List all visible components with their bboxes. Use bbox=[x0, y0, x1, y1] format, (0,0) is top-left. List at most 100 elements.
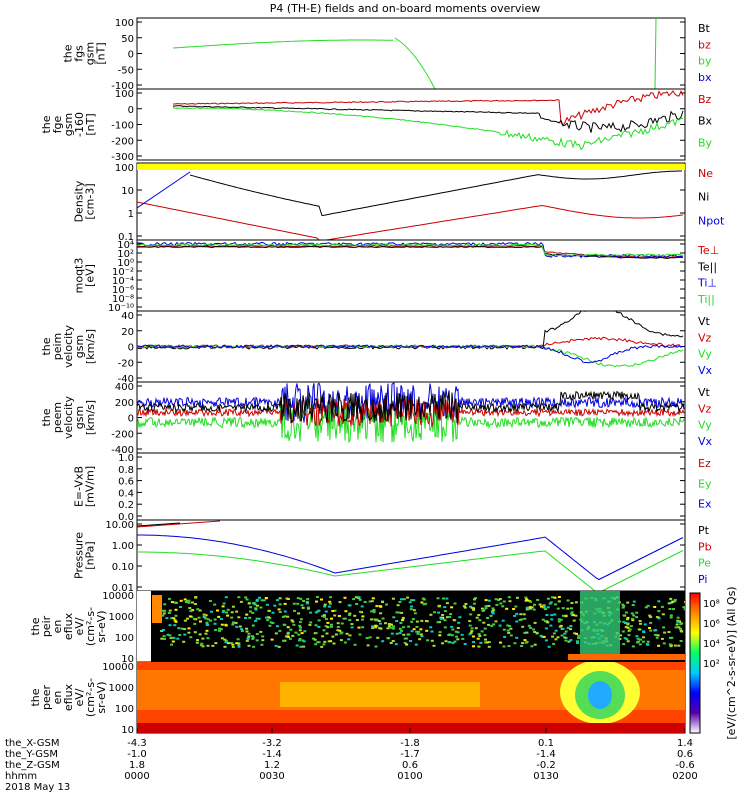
spectrogram-cell bbox=[472, 602, 476, 605]
spectrogram-cell bbox=[474, 597, 478, 600]
spectrogram-cell bbox=[627, 629, 631, 632]
spectrogram-cell bbox=[392, 616, 396, 619]
spectrogram-cell bbox=[381, 601, 384, 603]
spectrogram-cell bbox=[669, 616, 673, 619]
y-tick-label: 0 bbox=[128, 414, 134, 425]
Bz-series bbox=[173, 89, 684, 127]
spectrogram-cell bbox=[669, 645, 673, 648]
spectrogram-cell bbox=[523, 639, 527, 642]
spectrogram-cell bbox=[448, 641, 452, 643]
spectrogram-cell bbox=[624, 626, 628, 629]
spectrogram-cell bbox=[195, 641, 199, 644]
y-tick-label: 10⁻¹⁰ bbox=[108, 303, 134, 314]
y-axis-label: eflux bbox=[62, 683, 75, 711]
spectrogram-cell bbox=[430, 630, 434, 633]
spectrogram-cell bbox=[558, 625, 562, 628]
x-tick-label: -4.3 bbox=[127, 738, 147, 749]
spectrogram-cell bbox=[282, 623, 286, 626]
spectrogram-cell bbox=[306, 602, 310, 605]
spectrogram-cell bbox=[188, 615, 192, 618]
legend-entry: Pe bbox=[698, 557, 711, 570]
spectrogram-cell bbox=[187, 599, 191, 602]
spectrogram-cell bbox=[542, 604, 546, 607]
spectrogram-cell bbox=[456, 638, 460, 641]
spectrogram-cell bbox=[324, 625, 328, 628]
x-tick-label: -1.0 bbox=[127, 749, 147, 760]
spectrogram-cell bbox=[253, 603, 257, 606]
spectrogram-cell bbox=[347, 638, 351, 641]
y-tick-label: 10 bbox=[121, 186, 134, 197]
spectrogram-cell bbox=[298, 621, 302, 624]
spectrogram-cell bbox=[161, 629, 165, 631]
spectrogram-cell bbox=[508, 625, 512, 628]
spectrogram-cell bbox=[525, 598, 529, 601]
spectrogram-cell bbox=[206, 637, 210, 640]
y-axis-label: en bbox=[51, 691, 64, 705]
spectrogram-cell bbox=[171, 640, 175, 643]
spectrogram-cell bbox=[187, 631, 191, 634]
spectrogram-cell bbox=[183, 598, 187, 601]
spectrogram-cell bbox=[224, 624, 228, 627]
spectrogram-cell bbox=[473, 598, 476, 601]
spectrogram-cell bbox=[355, 603, 359, 605]
spectrogram-cell bbox=[370, 618, 373, 621]
spectrogram-cell bbox=[320, 598, 323, 601]
spectrogram-cell bbox=[483, 634, 487, 637]
legend-entry: Pi bbox=[698, 573, 707, 586]
spectrogram-cell bbox=[186, 617, 189, 620]
spectrogram-cell bbox=[161, 614, 165, 617]
spectrogram-cell bbox=[415, 630, 419, 633]
Bx-series bbox=[172, 105, 684, 133]
y-axis-label: the bbox=[40, 408, 53, 426]
spectrogram-cell bbox=[478, 619, 482, 622]
spectrogram-cell bbox=[536, 598, 540, 601]
spectrogram-cell bbox=[402, 633, 406, 636]
spectrogram-cell bbox=[649, 629, 653, 632]
spectrogram-cell bbox=[533, 643, 537, 646]
spectrogram-cell bbox=[470, 630, 474, 633]
x-tick-label: -0.6 bbox=[675, 760, 695, 771]
spectrogram-cell bbox=[477, 633, 481, 636]
spectrogram-cell bbox=[472, 645, 475, 648]
spectrogram-cell bbox=[657, 600, 661, 603]
spectrogram-cell bbox=[300, 632, 304, 635]
spectrogram-cell bbox=[437, 611, 441, 614]
y-tick-label: 10⁻⁸ bbox=[112, 294, 134, 305]
spectrogram-cell bbox=[438, 604, 441, 607]
spectrogram-cell bbox=[191, 601, 194, 604]
spectrogram-cell bbox=[474, 627, 478, 630]
spectrogram-band bbox=[280, 682, 480, 707]
spectrogram-cell bbox=[325, 632, 329, 635]
spectrogram-cell bbox=[167, 612, 171, 614]
spectrogram-cell bbox=[622, 614, 626, 617]
spectrogram-cell bbox=[278, 611, 282, 613]
spectrogram-cell bbox=[326, 621, 330, 624]
spectrogram-cell bbox=[385, 603, 388, 606]
spectrogram-cell bbox=[533, 603, 536, 606]
spectrogram-cell bbox=[267, 609, 271, 612]
spectrogram-cell bbox=[347, 614, 351, 617]
spectrogram-cell bbox=[313, 638, 317, 641]
spectrogram-cell bbox=[368, 600, 372, 603]
spectrogram-cell bbox=[302, 600, 306, 602]
spectrogram-cell bbox=[663, 631, 667, 634]
spectrogram-cell bbox=[498, 624, 502, 627]
spectrogram-cell bbox=[235, 625, 239, 628]
spectrogram-cell bbox=[200, 642, 204, 645]
spectrogram-cell bbox=[231, 643, 235, 646]
spectrogram-cell bbox=[646, 643, 650, 646]
spectrogram-cell bbox=[297, 633, 301, 636]
spectrogram-cell bbox=[561, 627, 565, 630]
spectrogram-cell bbox=[168, 624, 172, 627]
spectrogram-cell bbox=[172, 617, 176, 620]
y-tick-label: 1.00 bbox=[112, 541, 134, 552]
spectrogram-cell bbox=[626, 618, 629, 621]
spectrogram-cell bbox=[231, 645, 235, 648]
spectrogram-cell bbox=[366, 644, 370, 647]
spectrogram-cell bbox=[501, 619, 505, 622]
spectrogram-cell bbox=[675, 623, 679, 626]
spectrogram-cell bbox=[623, 637, 627, 640]
